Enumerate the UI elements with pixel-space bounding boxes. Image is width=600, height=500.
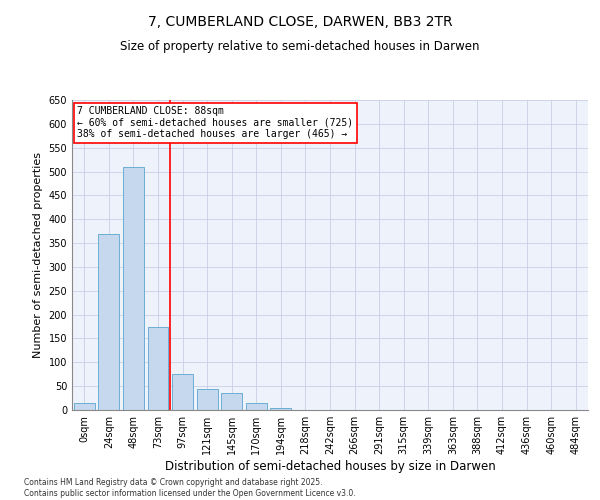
Bar <box>98 234 119 410</box>
Text: Contains HM Land Registry data © Crown copyright and database right 2025.
Contai: Contains HM Land Registry data © Crown c… <box>24 478 356 498</box>
Bar <box>271 408 292 410</box>
Bar <box>148 326 169 410</box>
Text: Size of property relative to semi-detached houses in Darwen: Size of property relative to semi-detach… <box>120 40 480 53</box>
Bar <box>123 167 144 410</box>
Bar <box>74 403 95 410</box>
Text: 7 CUMBERLAND CLOSE: 88sqm
← 60% of semi-detached houses are smaller (725)
38% of: 7 CUMBERLAND CLOSE: 88sqm ← 60% of semi-… <box>77 106 353 140</box>
Bar <box>172 374 193 410</box>
Bar <box>197 388 218 410</box>
X-axis label: Distribution of semi-detached houses by size in Darwen: Distribution of semi-detached houses by … <box>164 460 496 473</box>
Y-axis label: Number of semi-detached properties: Number of semi-detached properties <box>33 152 43 358</box>
Bar <box>246 403 267 410</box>
Text: 7, CUMBERLAND CLOSE, DARWEN, BB3 2TR: 7, CUMBERLAND CLOSE, DARWEN, BB3 2TR <box>148 15 452 29</box>
Bar <box>221 394 242 410</box>
